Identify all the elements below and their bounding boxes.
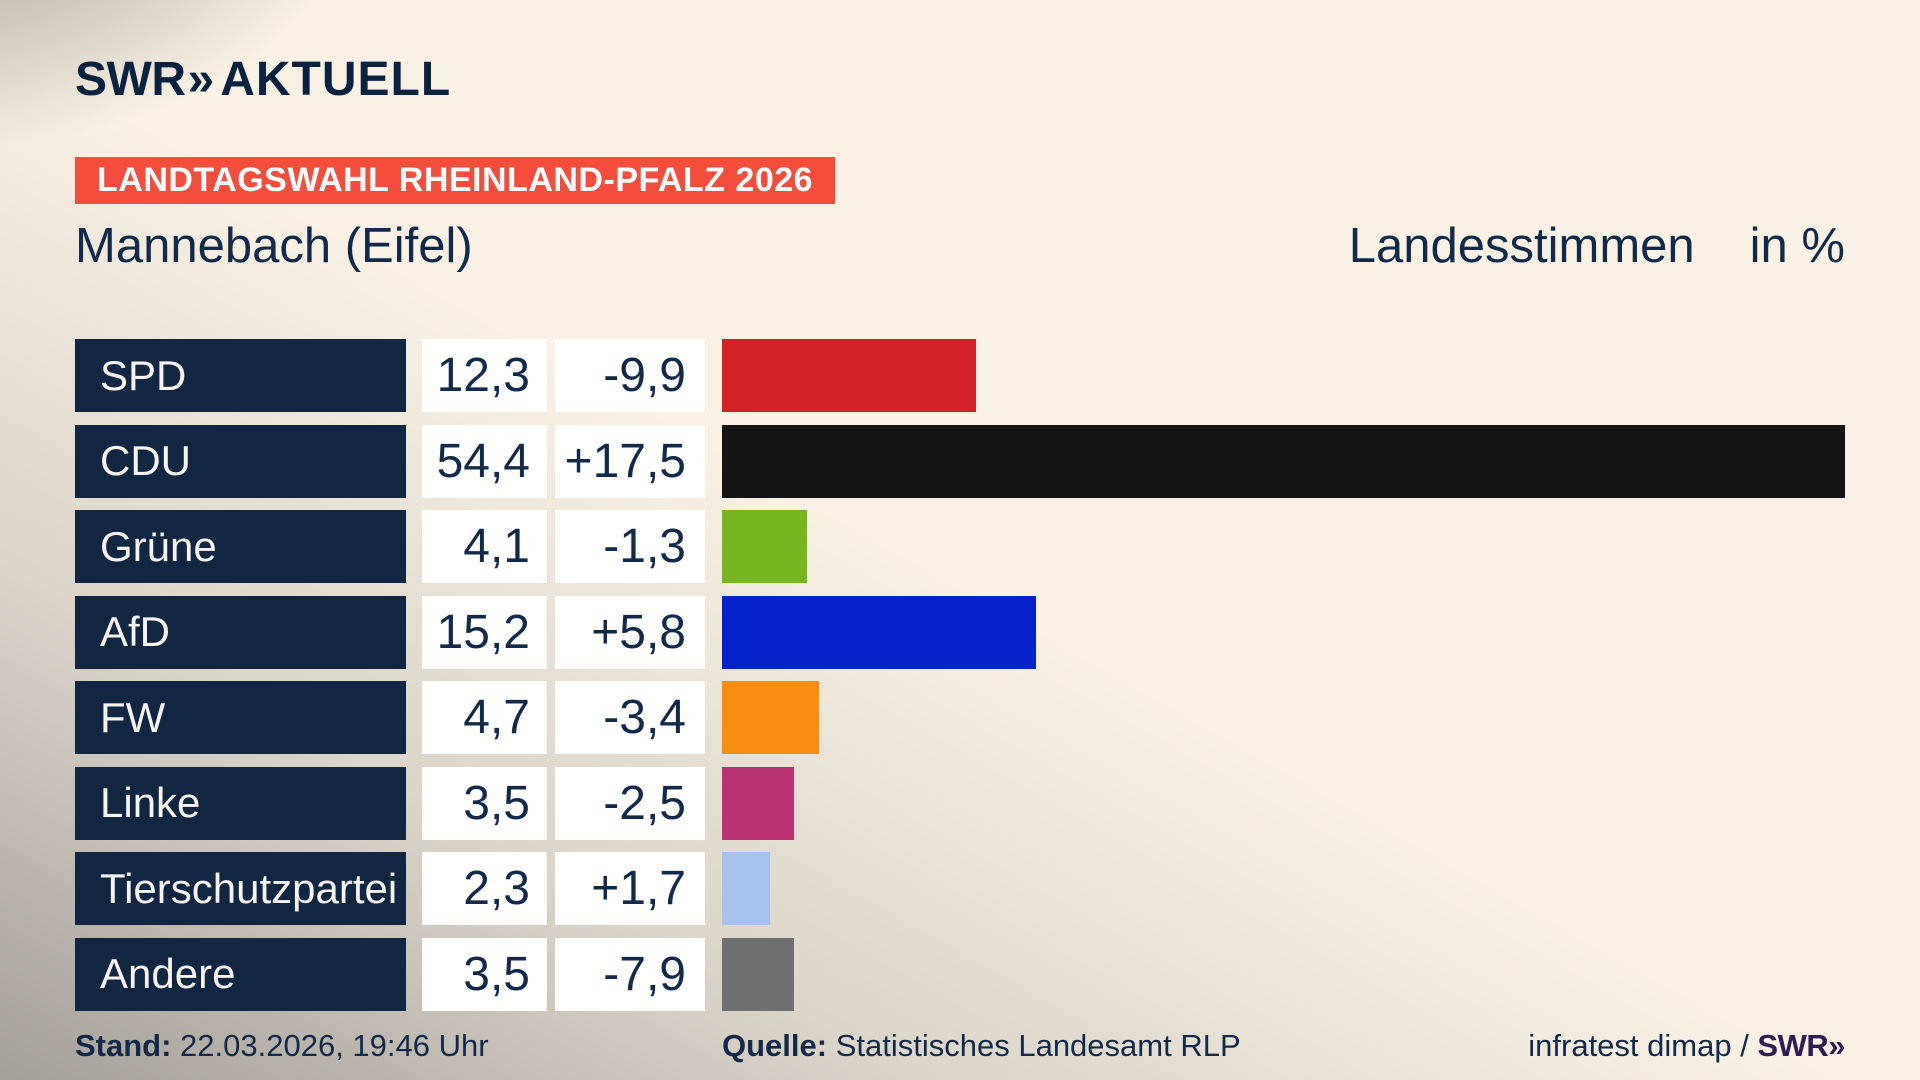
result-change: -7,9 — [555, 937, 705, 1011]
result-bar — [722, 852, 770, 925]
measure-label: Landesstimmen in % — [1349, 216, 1845, 276]
result-row-linke: Linke 3,5 -2,5 — [75, 766, 1845, 840]
result-change: +5,8 — [555, 595, 705, 669]
result-value: 54,4 — [422, 424, 547, 498]
quelle-value: Statistisches Landesamt RLP — [827, 1028, 1241, 1063]
result-change: -9,9 — [555, 339, 705, 412]
party-label: CDU — [75, 424, 406, 498]
results-bar-chart: SPD 12,3 -9,9 CDU 54,4 +17,5 Grüne 4,1 -… — [75, 339, 1845, 1011]
result-value: 2,3 — [422, 852, 547, 925]
result-row-andere: Andere 3,5 -7,9 — [75, 937, 1845, 1011]
result-change: -1,3 — [555, 510, 705, 583]
title-row: Mannebach (Eifel) Landesstimmen in % — [75, 216, 1845, 276]
result-value: 3,5 — [422, 766, 547, 840]
swr-aktuell-logo: SWR» AKTUELL — [75, 52, 451, 108]
election-badge: LANDTAGSWAHL RHEINLAND-PFALZ 2026 — [75, 157, 836, 204]
source-credit: Quelle: Statistisches Landesamt RLP — [722, 1024, 1241, 1068]
result-value: 12,3 — [422, 339, 547, 412]
footer: Stand: 22.03.2026, 19:46 Uhr Quelle: Sta… — [75, 1024, 1845, 1068]
swr-logo-text: SWR — [75, 53, 186, 106]
result-row-tierschutzpartei: Tierschutzpartei 2,3 +1,7 — [75, 852, 1845, 925]
party-label: Grüne — [75, 510, 406, 583]
result-bar — [722, 595, 1036, 669]
party-label: AfD — [75, 595, 406, 669]
result-change: -2,5 — [555, 766, 705, 840]
agency-credit: infratest dimap / SWR» — [1528, 1024, 1845, 1068]
result-change: +1,7 — [555, 852, 705, 925]
result-row-fw: FW 4,7 -3,4 — [75, 681, 1845, 754]
result-bar — [722, 510, 807, 583]
swr-footer-logo: SWR» — [1757, 1028, 1845, 1063]
result-bar — [722, 339, 976, 412]
result-value: 3,5 — [422, 937, 547, 1011]
party-label: Andere — [75, 937, 406, 1011]
party-label: Linke — [75, 766, 406, 840]
result-bar — [722, 937, 795, 1011]
status-timestamp: Stand: 22.03.2026, 19:46 Uhr — [75, 1024, 489, 1068]
stand-value: 22.03.2026, 19:46 Uhr — [171, 1028, 489, 1063]
result-change: +17,5 — [555, 424, 705, 498]
result-row-afd: AfD 15,2 +5,8 — [75, 595, 1845, 669]
party-label: Tierschutzpartei — [75, 852, 406, 925]
aktuell-logo-text: AKTUELL — [220, 53, 452, 106]
swr-chevron-icon: » — [187, 53, 214, 106]
result-change: -3,4 — [555, 681, 705, 754]
result-bar — [722, 424, 1845, 498]
result-row-spd: SPD 12,3 -9,9 — [75, 339, 1845, 412]
result-bar — [722, 766, 795, 840]
stand-label: Stand: — [75, 1028, 172, 1063]
party-label: FW — [75, 681, 406, 754]
result-bar — [722, 681, 819, 754]
result-value: 4,1 — [422, 510, 547, 583]
credit-text: infratest dimap / — [1528, 1028, 1758, 1063]
result-value: 4,7 — [422, 681, 547, 754]
quelle-label: Quelle: — [722, 1028, 828, 1063]
party-label: SPD — [75, 339, 406, 412]
result-row-cdu: CDU 54,4 +17,5 — [75, 424, 1845, 498]
result-row-gruene: Grüne 4,1 -1,3 — [75, 510, 1845, 583]
page-title: Mannebach (Eifel) — [75, 219, 473, 273]
measure-unit: in % — [1749, 219, 1845, 273]
measure-name: Landesstimmen — [1348, 219, 1695, 273]
result-value: 15,2 — [422, 595, 547, 669]
